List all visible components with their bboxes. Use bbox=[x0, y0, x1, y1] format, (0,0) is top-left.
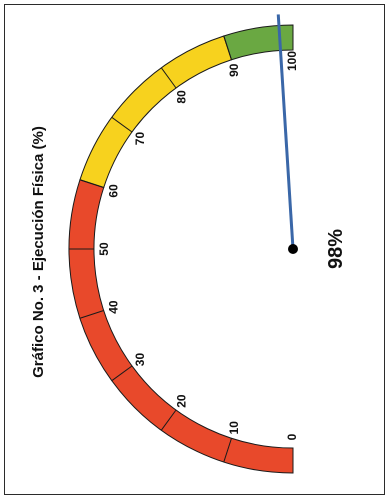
gauge-tick-10 bbox=[223, 438, 232, 463]
gauge-bands bbox=[68, 24, 294, 474]
gauge-tick-label-50: 50 bbox=[97, 242, 111, 256]
gauge-tick-label-20: 20 bbox=[175, 394, 189, 408]
gauge-band-2 bbox=[223, 24, 294, 61]
gauge-tick-70 bbox=[111, 116, 133, 133]
gauge-tick-20 bbox=[160, 409, 177, 431]
gauge-tick-30 bbox=[111, 365, 133, 382]
gauge-band-1 bbox=[79, 35, 233, 189]
gauge-tick-80 bbox=[160, 67, 177, 89]
gauge-tick-40 bbox=[79, 310, 104, 319]
gauge-tick-label-100: 100 bbox=[285, 51, 299, 71]
gauge-tick-label-60: 60 bbox=[106, 184, 120, 198]
gauge-band-0 bbox=[68, 179, 294, 474]
gauge-hub bbox=[288, 244, 298, 254]
gauge-needle bbox=[276, 14, 295, 250]
gauge-tick-labels: 0 10 20 30 40 50 60 70 80 90 100 bbox=[97, 51, 299, 441]
gauge-value-label: 98% bbox=[325, 229, 347, 269]
chart-title: Gráfico No. 3 - Ejecución Física (%) bbox=[30, 126, 47, 378]
chart-frame bbox=[4, 4, 385, 495]
gauge-tick-label-90: 90 bbox=[227, 63, 241, 77]
gauge-tick-label-70: 70 bbox=[133, 132, 147, 146]
gauge-ticks bbox=[69, 25, 294, 473]
gauge-tick-label-80: 80 bbox=[175, 90, 189, 104]
gauge-tick-label-40: 40 bbox=[106, 300, 120, 314]
gauge-tick-60 bbox=[79, 179, 104, 188]
gauge-rotated-group: 0 10 20 30 40 50 60 70 80 90 100 98% bbox=[68, 14, 347, 474]
gauge-tick-90 bbox=[223, 35, 232, 60]
gauge-tick-label-30: 30 bbox=[133, 353, 147, 367]
gauge-tick-label-0: 0 bbox=[285, 433, 299, 440]
gauge-tick-label-10: 10 bbox=[227, 421, 241, 435]
